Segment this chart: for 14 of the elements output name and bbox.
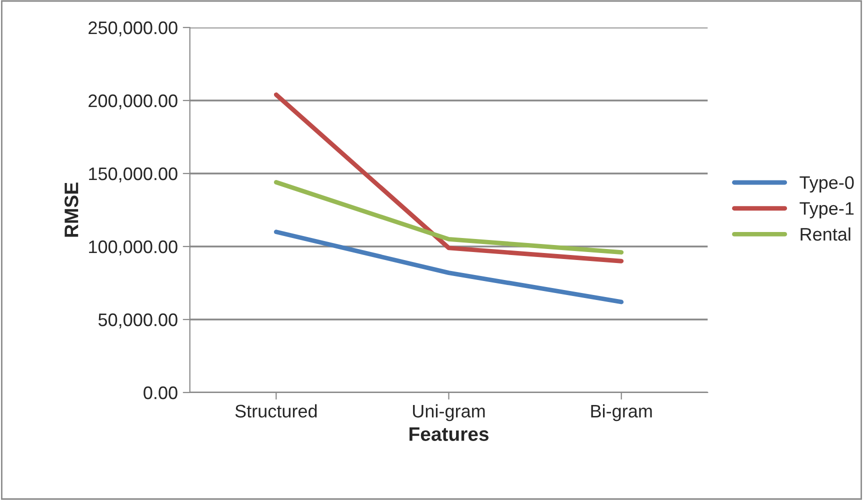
y-tick-label: 100,000.00 (89, 240, 178, 256)
y-tick-label: 250,000.00 (88, 21, 178, 36)
y-tick-label: 200,000.00 (88, 94, 178, 110)
legend-label: Type-1 (800, 202, 854, 218)
x-axis-title: Features (410, 427, 488, 441)
legend-label: Type-0 (800, 176, 854, 193)
x-tick-label: Uni-gram (413, 404, 485, 422)
legend-label: Rental (800, 227, 850, 241)
y-tick-label: 0.00 (144, 386, 178, 400)
x-tick-label: Structured (235, 404, 317, 418)
y-tick-label: 50,000.00 (98, 313, 178, 328)
y-tick-label: 150,000.00 (89, 167, 178, 182)
y-axis-title: RMSE (64, 182, 78, 237)
x-tick-label: Bi-gram (591, 404, 652, 422)
